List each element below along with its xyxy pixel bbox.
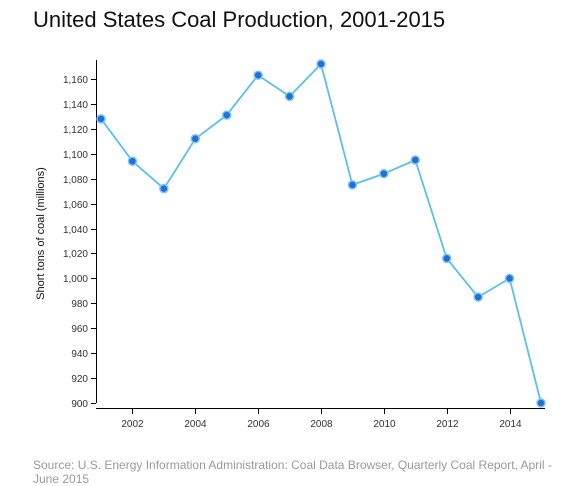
y-tick-label: 980 bbox=[71, 299, 88, 310]
x-tick-label: 2006 bbox=[247, 419, 270, 430]
y-tick-label: 900 bbox=[71, 399, 88, 410]
data-point bbox=[127, 156, 138, 166]
x-tick-label: 2004 bbox=[184, 419, 207, 430]
data-point bbox=[190, 134, 201, 144]
data-point bbox=[536, 398, 546, 408]
y-tick-label: 1,080 bbox=[63, 175, 88, 186]
y-tick-label: 1,000 bbox=[63, 274, 88, 285]
chart-series bbox=[96, 59, 546, 408]
x-tick-label: 2010 bbox=[373, 419, 396, 430]
data-point bbox=[316, 59, 326, 69]
data-point bbox=[410, 155, 421, 165]
chart-title: United States Coal Production, 2001-2015 bbox=[33, 7, 446, 32]
y-tick-label: 1,040 bbox=[63, 225, 88, 236]
chart-axes: 900 920 940 960 980 1,000 1,020 1,040 1,060 1,080… bbox=[35, 60, 545, 430]
data-point bbox=[284, 91, 295, 102]
source-note: Source: U.S. Energy Information Administ… bbox=[33, 458, 552, 486]
data-point bbox=[253, 70, 263, 80]
y-tick-label: 940 bbox=[71, 349, 88, 360]
y-tick-label: 920 bbox=[71, 374, 88, 385]
y-tick-label: 1,140 bbox=[63, 100, 88, 111]
y-tick-label: 1,160 bbox=[63, 75, 88, 86]
data-point bbox=[347, 180, 358, 190]
data-point bbox=[441, 253, 452, 264]
y-tick-label: 1,120 bbox=[63, 125, 88, 136]
x-tick-label: 2012 bbox=[436, 419, 459, 430]
x-tick-label: 2014 bbox=[499, 419, 522, 430]
data-point bbox=[159, 183, 169, 194]
data-point bbox=[504, 273, 515, 284]
y-tick-label: 1,060 bbox=[63, 200, 88, 211]
y-tick-label: 1,100 bbox=[63, 150, 88, 161]
x-tick-label: 2002 bbox=[121, 419, 144, 430]
x-tick-label: 2008 bbox=[310, 419, 333, 430]
y-tick-label: 1,020 bbox=[63, 249, 88, 260]
y-tick-label: 960 bbox=[71, 324, 88, 335]
data-point bbox=[221, 110, 232, 120]
series-line bbox=[100, 63, 542, 404]
y-axis-label: Short tons of coal (millions) bbox=[35, 167, 47, 300]
data-point bbox=[379, 168, 389, 179]
data-point bbox=[96, 114, 106, 124]
data-point bbox=[473, 292, 483, 302]
